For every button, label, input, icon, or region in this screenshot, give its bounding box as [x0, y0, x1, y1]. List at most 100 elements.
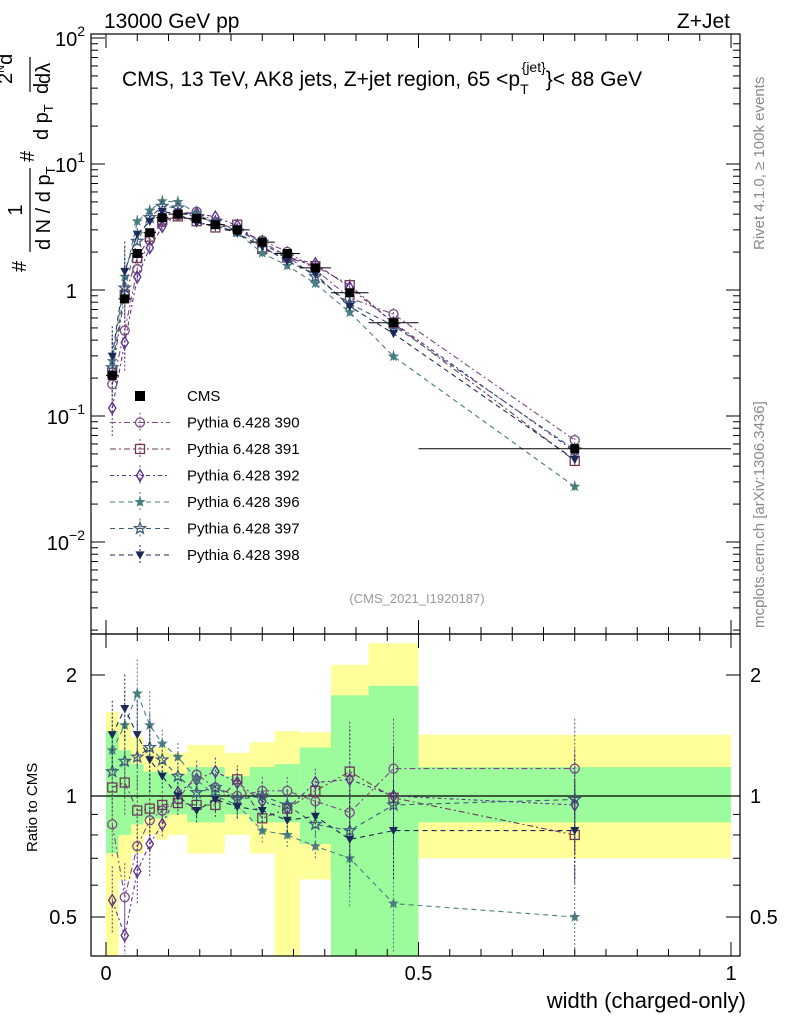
marker-triangle	[310, 270, 320, 279]
plot-title-sub: T	[520, 81, 529, 97]
point-ratio	[386, 797, 401, 812]
marker-square	[257, 237, 267, 247]
marker-square	[173, 209, 183, 219]
marker-star-open	[104, 360, 120, 375]
point-ratio	[145, 836, 155, 851]
marker-triangle	[210, 795, 220, 805]
plot-title-main: CMS, 13 TeV, AK8 jets, Z+jet region, 65 …	[122, 68, 520, 91]
point-ratio	[145, 756, 155, 765]
point-main	[569, 480, 581, 492]
legend-label: Pythia 6.428 396	[187, 494, 300, 511]
point-ratio	[120, 704, 130, 714]
marker-diamond	[120, 928, 130, 943]
marker-triangle	[389, 827, 398, 836]
point-ratio	[345, 835, 355, 844]
point-main	[145, 240, 155, 255]
marker-diamond	[107, 893, 117, 908]
legend-marker	[135, 551, 145, 560]
y-tick-base: 10	[55, 29, 77, 51]
ratio-y-tick-label-right: 2	[750, 665, 761, 687]
point-ratio	[107, 731, 117, 740]
marker-diamond	[311, 775, 320, 790]
marker-square	[192, 213, 202, 223]
y-tick-label-main: 10−2	[47, 527, 85, 555]
point-ratio	[119, 719, 131, 730]
ratio-y-tick-label-right: 1	[750, 786, 761, 808]
cms-point	[232, 225, 242, 235]
ylabel-dn: 2	[0, 73, 17, 84]
marker-square	[232, 225, 242, 235]
marker-triangle	[157, 772, 167, 781]
marker-star-open	[104, 763, 120, 778]
legend-label: Pythia 6.428 397	[187, 521, 300, 538]
point-ratio	[132, 864, 142, 879]
ylabel-d: d	[31, 83, 53, 94]
marker-circle	[107, 819, 118, 830]
ylabel-T1: T	[43, 166, 58, 174]
marker-diamond	[145, 836, 155, 851]
marker-star	[156, 737, 168, 749]
marker-triangle	[157, 207, 167, 216]
series-line-main	[111, 211, 576, 441]
main-y-axis-label: #1d N / d pT#d pTd2Nddλ	[0, 54, 58, 272]
point-ratio	[104, 763, 120, 778]
marker-diamond	[132, 269, 142, 285]
point-ratio	[173, 792, 183, 801]
point-ratio	[107, 893, 117, 908]
point-ratio	[132, 805, 143, 816]
marker-triangle	[107, 352, 117, 361]
legend-marker	[134, 417, 146, 428]
y-tick-exp: 1	[77, 149, 85, 165]
marker-triangle	[107, 731, 117, 740]
point-ratio	[172, 751, 184, 762]
marker-triangle	[282, 816, 292, 825]
point-ratio	[107, 819, 118, 830]
point-main	[107, 352, 117, 361]
legend-label: CMS	[187, 388, 220, 405]
point-ratio	[157, 799, 168, 811]
x-tick-label: 0.5	[405, 963, 433, 985]
marker-triangle	[389, 329, 398, 339]
point-ratio	[210, 795, 220, 805]
point-main	[308, 269, 323, 283]
cms-point	[282, 248, 292, 258]
cms-point	[157, 213, 167, 223]
marker-square-open	[144, 803, 155, 814]
legend-label: Pythia 6.428 391	[187, 441, 300, 458]
point-ratio	[144, 803, 155, 814]
point-main	[310, 270, 320, 279]
marker-square-open	[134, 443, 146, 455]
analysis-tag: (CMS_2021_I1920187)	[349, 591, 484, 606]
point-ratio	[281, 829, 293, 840]
point-ratio	[156, 737, 168, 749]
point-main	[256, 247, 268, 258]
ylabel-frac2: d pTd2Nddλ	[0, 54, 56, 140]
point-ratio	[189, 784, 204, 799]
point-main	[129, 233, 145, 248]
marker-circle	[310, 796, 321, 807]
marker-square-open	[157, 799, 168, 811]
marker-star-open	[132, 520, 148, 535]
ylabel-dndpt: d N / d p	[33, 174, 55, 250]
marker-star-open	[308, 269, 323, 283]
marker-triangle	[132, 731, 142, 740]
main-frame	[90, 33, 741, 635]
marker-circle	[134, 417, 146, 428]
marker-star	[281, 829, 293, 840]
marker-square	[389, 318, 398, 328]
y-tick-exp: −1	[69, 401, 85, 417]
marker-square	[145, 228, 155, 238]
marker-triangle	[310, 812, 320, 821]
marker-triangle	[173, 792, 183, 801]
marker-star	[256, 824, 268, 836]
marker-star	[569, 480, 581, 492]
rivet-version-label: Rivet 4.1.0, ≥ 100k events	[751, 77, 768, 250]
point-main	[145, 217, 155, 226]
cms-point	[173, 209, 183, 219]
ylabel-T2: T	[41, 104, 56, 112]
marker-triangle	[282, 257, 292, 266]
point-ratio	[232, 775, 242, 790]
point-ratio	[310, 796, 321, 807]
point-ratio	[232, 774, 243, 785]
ylabel-N: d	[0, 54, 17, 65]
